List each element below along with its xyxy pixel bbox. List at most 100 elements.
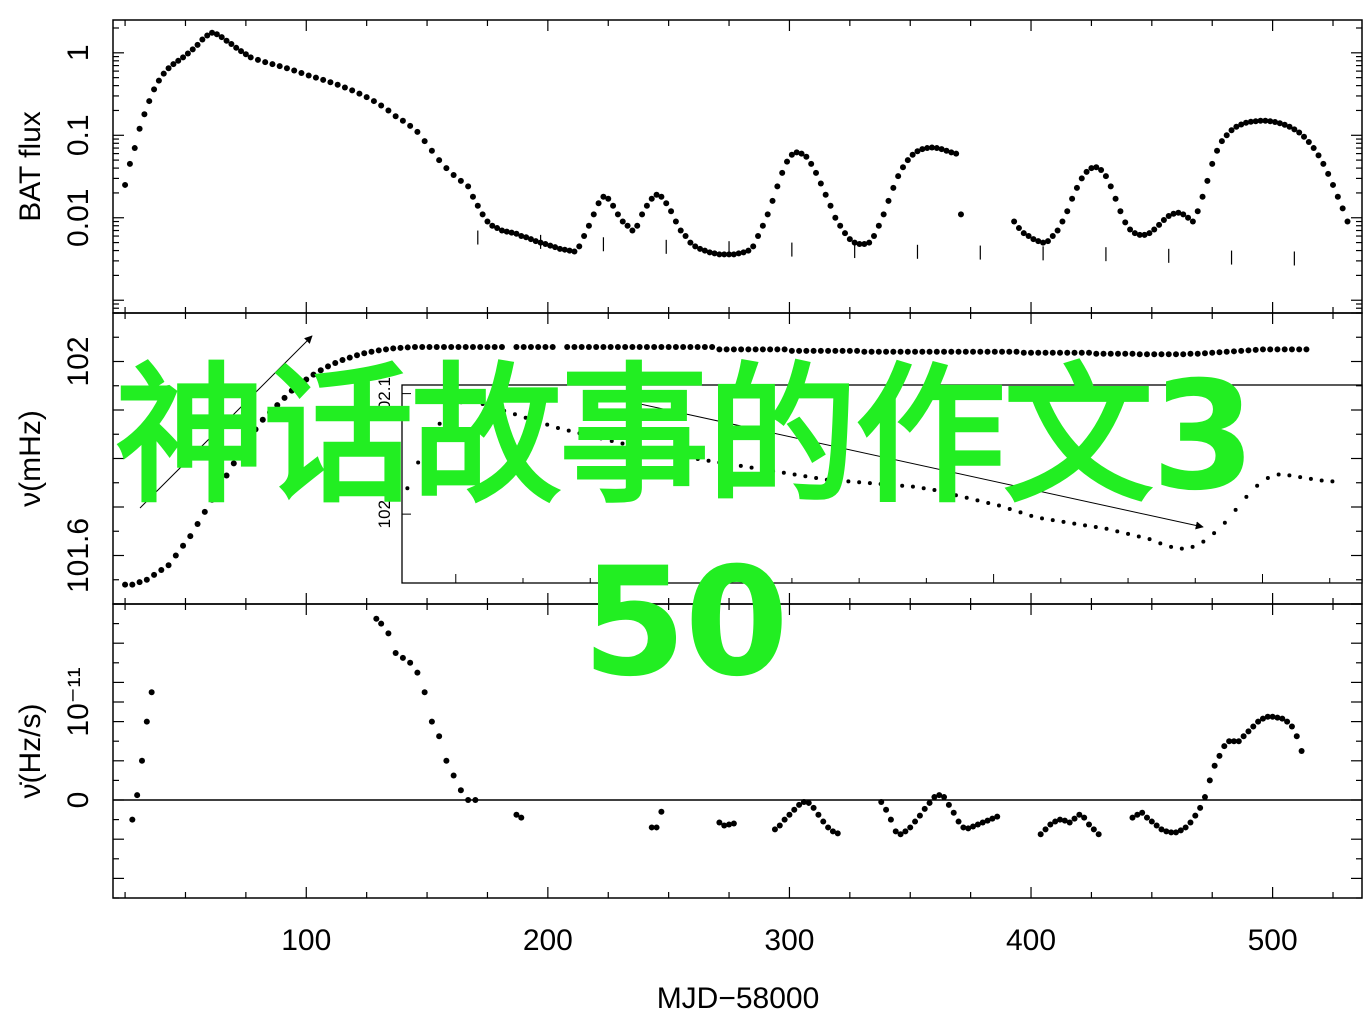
inset-point (1104, 526, 1109, 531)
data-point (373, 615, 380, 622)
inset-point (781, 470, 786, 475)
data-point (1052, 818, 1059, 825)
data-point (1223, 132, 1230, 139)
data-point (419, 343, 426, 350)
data-point (607, 343, 614, 350)
data-point (122, 581, 129, 588)
data-point (1037, 831, 1044, 838)
inset-point (566, 428, 571, 433)
inset-point (1018, 510, 1023, 515)
data-point (897, 831, 904, 838)
data-point (723, 346, 730, 353)
inset-point (1083, 523, 1088, 528)
data-point (861, 241, 868, 248)
data-point (1086, 349, 1093, 356)
data-point (421, 689, 428, 696)
data-point (129, 581, 136, 588)
data-point (769, 197, 776, 204)
data-point (1143, 814, 1150, 821)
data-point (817, 347, 824, 354)
y-tick-label: 10⁻¹¹ (62, 667, 95, 736)
data-point (1076, 811, 1083, 818)
data-point (1301, 133, 1308, 140)
inset-point (996, 503, 1001, 508)
data-point (223, 472, 230, 479)
data-point (194, 41, 201, 48)
data-point (1073, 184, 1080, 191)
data-point (479, 211, 486, 218)
data-point (1288, 346, 1295, 353)
data-point (1117, 208, 1124, 215)
data-point (1259, 715, 1266, 722)
data-point (999, 348, 1006, 355)
data-point (305, 72, 312, 79)
data-point (1216, 349, 1223, 356)
data-point (1122, 219, 1129, 226)
data-point (1209, 349, 1216, 356)
data-point (796, 347, 803, 354)
data-point (1305, 138, 1312, 145)
inset-point (760, 467, 765, 472)
data-point (230, 460, 237, 467)
data-point (1078, 349, 1085, 356)
data-point (984, 348, 991, 355)
data-point (791, 806, 798, 813)
data-point (136, 579, 143, 586)
data-point (1221, 743, 1228, 750)
data-point (498, 343, 505, 350)
data-point (680, 343, 687, 350)
data-point (578, 343, 585, 350)
data-point (204, 32, 211, 39)
data-point (1042, 826, 1049, 833)
data-point (363, 94, 370, 101)
data-point (610, 202, 617, 209)
inset-point (663, 451, 668, 456)
data-point (1139, 809, 1146, 816)
data-point (798, 150, 805, 157)
data-point (238, 48, 245, 55)
data-point (1235, 738, 1242, 745)
data-point (472, 797, 479, 803)
data-point (474, 202, 481, 209)
data-point (1090, 826, 1097, 833)
inset-point (749, 465, 754, 470)
data-point (436, 157, 443, 164)
data-point (1334, 193, 1341, 200)
data-point (771, 826, 778, 833)
data-point (977, 348, 984, 355)
data-point (151, 571, 158, 578)
data-point (624, 222, 631, 229)
data-point (808, 160, 815, 167)
data-point (827, 202, 834, 209)
data-point (228, 40, 235, 47)
inset-point (1265, 475, 1270, 480)
data-point (788, 347, 795, 354)
data-point (518, 814, 525, 821)
inset-point (1050, 518, 1055, 523)
data-point (1298, 748, 1305, 754)
inset-point (953, 493, 958, 498)
inset-point (502, 408, 507, 413)
inset-point (1169, 544, 1174, 549)
data-point (170, 61, 177, 68)
data-point (919, 146, 926, 153)
data-point (303, 376, 310, 383)
data-point (1035, 349, 1042, 356)
data-point (184, 50, 191, 57)
data-point (581, 233, 588, 240)
data-point (1267, 118, 1274, 125)
data-point (1049, 233, 1056, 240)
data-point (325, 363, 332, 370)
data-point (218, 34, 225, 41)
data-point (897, 348, 904, 355)
data-point (414, 669, 421, 676)
inset-point (803, 474, 808, 479)
data-point (1044, 238, 1051, 245)
data-point (796, 801, 803, 808)
data-point (1114, 350, 1121, 357)
data-point (298, 69, 305, 76)
data-point (455, 343, 462, 350)
inset-point (878, 482, 883, 486)
data-point (440, 343, 447, 350)
data-point (1129, 350, 1136, 357)
